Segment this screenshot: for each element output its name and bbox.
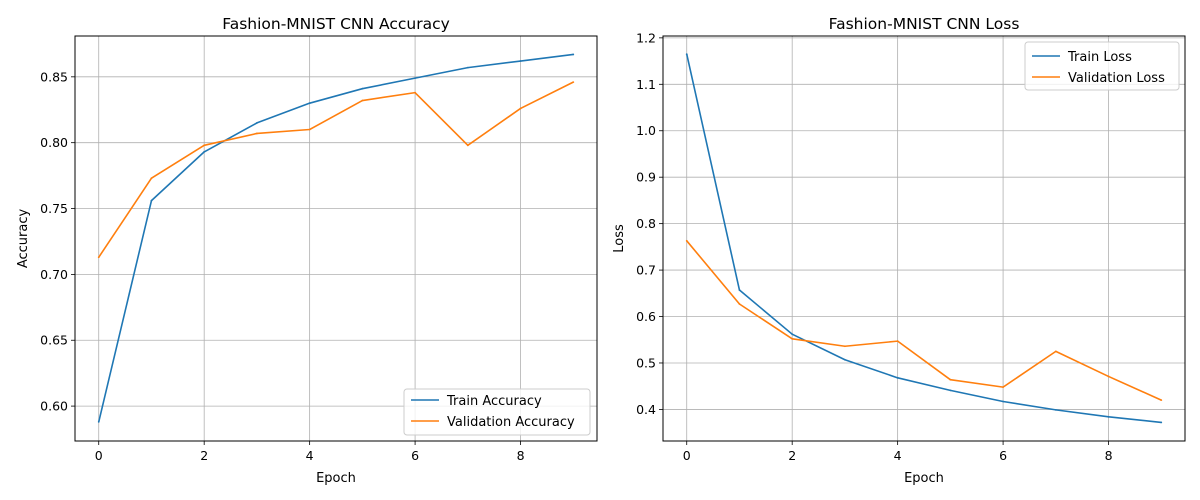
accuracy-point-validation <box>519 107 522 110</box>
accuracy-x-ticks: 0 2 4 6 8 <box>95 441 525 463</box>
accuracy-point-train <box>466 66 469 69</box>
accuracy-point-validation <box>256 132 258 135</box>
accuracy-legend-box <box>403 388 591 436</box>
loss-x-tick-label: 6 <box>999 448 1007 463</box>
loss-legend-label-train: Train Loss <box>1067 50 1132 65</box>
accuracy-y-tick-label: 0.80 <box>40 135 68 150</box>
accuracy-series-line-validation <box>98 81 574 258</box>
accuracy-y-tick-label: 0.65 <box>40 333 68 348</box>
accuracy-plot-frame <box>74 35 598 442</box>
accuracy-point-validation <box>308 128 311 131</box>
loss-x-ticks: 0 2 4 6 8 <box>683 441 1113 463</box>
loss-y-tick-label: 1.1 <box>636 77 656 92</box>
accuracy-series-line-train <box>97 53 574 423</box>
accuracy-point-validation <box>572 81 575 83</box>
loss-point-train <box>1002 400 1004 403</box>
loss-point-train <box>1160 421 1163 424</box>
loss-y-tick-label: 0.6 <box>636 309 656 324</box>
accuracy-x-tick-label: 8 <box>517 448 525 463</box>
accuracy-x-axis-label: Epoch <box>316 471 356 486</box>
loss-point-train <box>791 333 794 336</box>
accuracy-point-train <box>150 199 153 202</box>
accuracy-point-validation <box>97 256 100 259</box>
loss-point-validation <box>791 337 794 340</box>
accuracy-x-tick-label: 4 <box>306 448 314 463</box>
accuracy-point-train <box>203 151 206 153</box>
loss-y-ticks: 0.4 0.5 0.6 0.7 0.8 0.9 1.0 1.1 1.2 <box>636 30 663 417</box>
loss-point-validation <box>896 340 899 343</box>
accuracy-y-ticks: 0.60 0.65 0.70 0.75 0.80 0.85 <box>40 69 75 414</box>
loss-point-train <box>738 289 741 291</box>
loss-point-validation <box>844 345 846 348</box>
accuracy-legend-label-validation: Validation Accuracy <box>447 415 575 430</box>
accuracy-point-train <box>519 60 522 62</box>
accuracy-point-train <box>308 102 311 105</box>
accuracy-y-axis-label: Accuracy <box>16 209 31 269</box>
loss-point-validation <box>1002 386 1004 389</box>
accuracy-x-tick-label: 0 <box>95 448 103 463</box>
loss-x-tick-label: 2 <box>788 448 796 463</box>
accuracy-x-tick-label: 6 <box>411 448 419 463</box>
accuracy-legend-label-train: Train Accuracy <box>446 394 542 409</box>
accuracy-point-train <box>256 122 258 124</box>
loss-chart-title: Fashion-MNIST CNN Loss <box>829 15 1020 33</box>
accuracy-gridlines <box>75 36 597 441</box>
loss-y-tick-label: 0.9 <box>636 170 656 185</box>
accuracy-point-validation <box>150 177 153 180</box>
accuracy-point-validation <box>466 144 469 147</box>
loss-legend-label-validation: Validation Loss <box>1068 71 1165 86</box>
loss-point-validation <box>685 239 688 242</box>
loss-y-tick-label: 0.4 <box>636 402 656 417</box>
loss-plot-frame <box>662 35 1186 442</box>
loss-point-validation <box>1054 350 1057 353</box>
loss-series-line-train <box>685 53 1162 424</box>
loss-y-tick-label: 0.8 <box>636 216 656 231</box>
loss-point-validation <box>1107 375 1110 378</box>
loss-point-train <box>844 358 846 361</box>
loss-legend: Train Loss Validation Loss <box>1024 41 1180 91</box>
loss-x-tick-label: 0 <box>683 448 691 463</box>
loss-point-train <box>1107 415 1110 418</box>
accuracy-point-train <box>414 77 416 80</box>
accuracy-point-validation <box>203 144 206 147</box>
accuracy-y-tick-label: 0.85 <box>40 69 68 84</box>
loss-x-tick-label: 8 <box>1105 448 1113 463</box>
accuracy-series <box>97 53 575 423</box>
loss-point-train <box>1054 408 1057 411</box>
loss-y-tick-label: 1.2 <box>636 30 656 45</box>
accuracy-y-tick-label: 0.75 <box>40 201 68 216</box>
loss-point-train <box>685 53 688 56</box>
loss-x-axis-label: Epoch <box>904 471 944 486</box>
loss-y-axis-label: Loss <box>612 224 627 253</box>
loss-point-validation <box>738 303 741 305</box>
loss-point-validation <box>949 378 952 381</box>
loss-point-validation <box>1160 399 1163 402</box>
loss-y-tick-label: 0.5 <box>636 355 656 370</box>
accuracy-point-train <box>361 87 364 90</box>
accuracy-y-tick-label: 0.60 <box>40 399 68 414</box>
accuracy-legend: Train Accuracy Validation Accuracy <box>403 388 591 436</box>
accuracy-point-validation <box>361 99 364 102</box>
accuracy-x-tick-label: 2 <box>200 448 208 463</box>
accuracy-point-validation <box>414 91 416 94</box>
accuracy-chart-title: Fashion-MNIST CNN Accuracy <box>222 15 450 33</box>
accuracy-point-train <box>97 421 100 423</box>
loss-point-train <box>896 376 899 379</box>
accuracy-point-train <box>572 53 575 56</box>
loss-series-line-validation <box>686 240 1162 401</box>
loss-point-train <box>949 389 952 392</box>
loss-y-tick-label: 1.0 <box>636 123 656 138</box>
loss-legend-box <box>1024 41 1180 91</box>
accuracy-y-tick-label: 0.70 <box>40 267 68 282</box>
loss-series <box>685 53 1163 424</box>
loss-y-tick-label: 0.7 <box>636 263 656 278</box>
loss-x-tick-label: 4 <box>894 448 902 463</box>
